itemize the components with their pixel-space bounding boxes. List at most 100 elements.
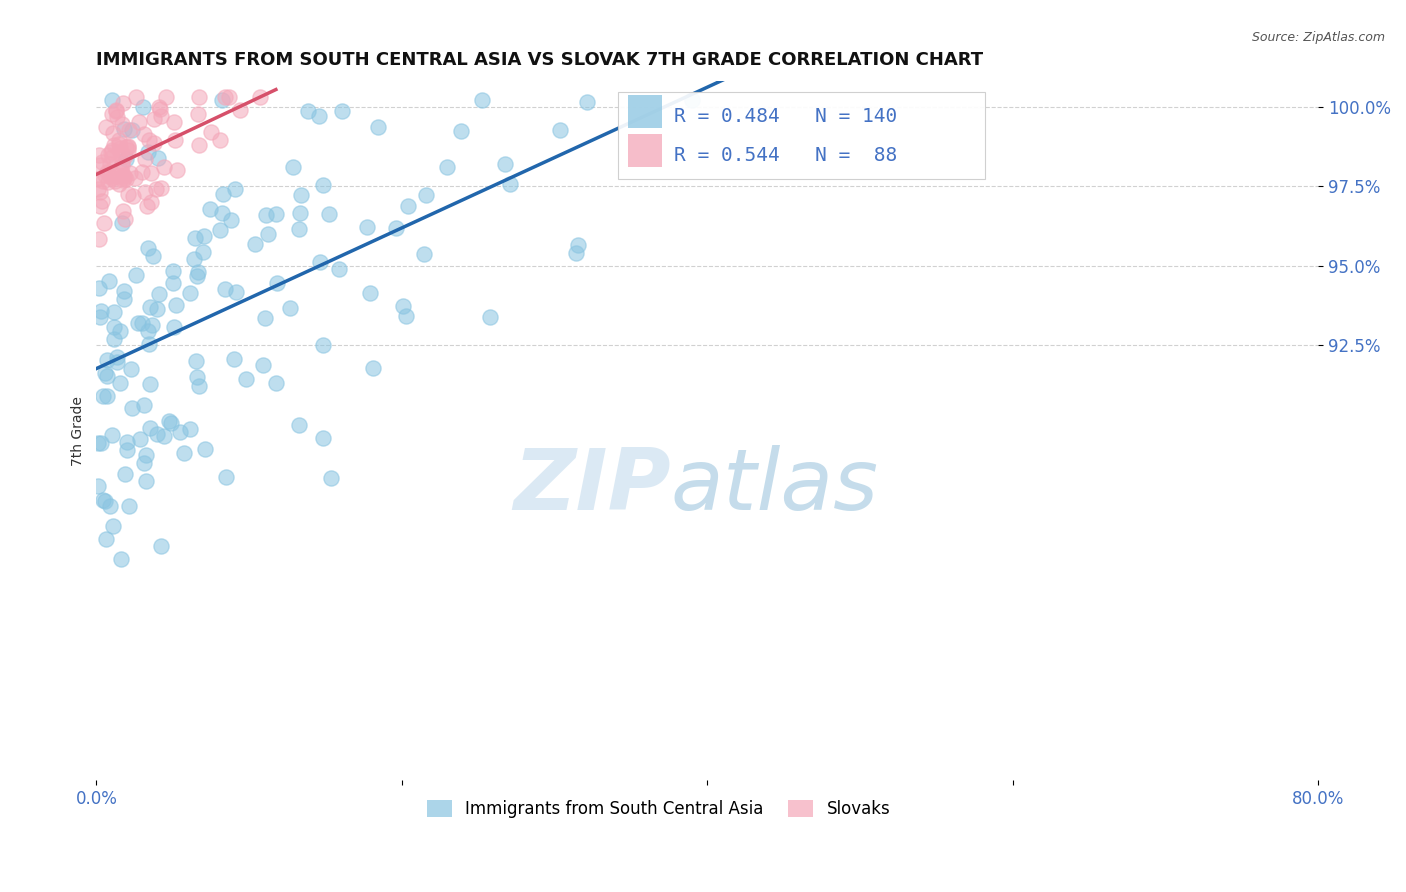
Point	[136, 324, 159, 338]
Point	[96, 175, 118, 189]
Point	[361, 361, 384, 376]
Point	[143, 136, 166, 151]
Point	[96, 120, 118, 134]
Point	[288, 417, 311, 432]
Point	[173, 446, 195, 460]
Point	[128, 432, 150, 446]
Point	[103, 138, 125, 153]
Text: ZIP: ZIP	[513, 445, 671, 528]
Point	[149, 539, 172, 553]
Point	[87, 435, 110, 450]
Point	[395, 309, 418, 323]
Point	[108, 145, 131, 160]
Point	[548, 123, 571, 137]
Point	[183, 230, 205, 244]
Point	[179, 422, 201, 436]
Point	[290, 187, 312, 202]
Point	[131, 316, 153, 330]
Point	[139, 166, 162, 180]
Point	[392, 299, 415, 313]
Point	[90, 436, 112, 450]
Point	[89, 158, 111, 172]
Point	[143, 112, 166, 126]
Point	[211, 94, 233, 108]
Point	[396, 198, 419, 212]
Point	[100, 500, 122, 514]
Point	[148, 287, 170, 301]
Point	[330, 103, 353, 118]
Point	[249, 90, 271, 104]
Point	[115, 152, 138, 166]
Point	[312, 431, 335, 445]
Point	[215, 469, 238, 483]
FancyBboxPatch shape	[619, 92, 984, 179]
Point	[134, 152, 156, 166]
Point	[356, 220, 378, 235]
Point	[187, 378, 209, 392]
Point	[108, 324, 131, 338]
Point	[139, 376, 162, 391]
Point	[359, 286, 381, 301]
Text: atlas: atlas	[671, 445, 879, 528]
Point	[228, 103, 250, 117]
Point	[110, 162, 132, 177]
Y-axis label: 7th Grade: 7th Grade	[72, 396, 86, 466]
Point	[211, 186, 233, 201]
Point	[91, 389, 114, 403]
Point	[91, 194, 114, 208]
Point	[138, 337, 160, 351]
Point	[145, 182, 167, 196]
Point	[163, 319, 186, 334]
Point	[155, 90, 177, 104]
Point	[101, 144, 124, 158]
Point	[114, 211, 136, 226]
Point	[105, 355, 128, 369]
Point	[110, 552, 132, 566]
Point	[153, 429, 176, 443]
Point	[89, 186, 111, 200]
Point	[162, 264, 184, 278]
Point	[165, 298, 187, 312]
Point	[94, 493, 117, 508]
Point	[108, 133, 131, 147]
Point	[567, 238, 589, 252]
Point	[111, 155, 134, 169]
Point	[105, 350, 128, 364]
Point	[328, 261, 350, 276]
Point	[89, 148, 111, 162]
Point	[139, 301, 162, 315]
Point	[93, 366, 115, 380]
Point	[111, 204, 134, 219]
Point	[112, 171, 135, 186]
Point	[135, 474, 157, 488]
Point	[193, 228, 215, 243]
Point	[111, 168, 134, 182]
Point	[103, 320, 125, 334]
Point	[98, 169, 121, 184]
Point	[142, 248, 165, 262]
Point	[108, 376, 131, 390]
Point	[87, 232, 110, 246]
Point	[91, 493, 114, 508]
Point	[101, 94, 124, 108]
Point	[254, 311, 277, 326]
Point	[243, 237, 266, 252]
FancyBboxPatch shape	[628, 134, 662, 168]
Point	[264, 376, 287, 390]
Point	[132, 457, 155, 471]
Point	[278, 301, 301, 316]
Point	[91, 155, 114, 169]
Point	[494, 156, 516, 170]
Point	[186, 369, 208, 384]
Point	[132, 128, 155, 142]
Point	[117, 143, 139, 157]
Point	[111, 158, 134, 172]
Point	[169, 425, 191, 439]
Point	[118, 123, 141, 137]
Point	[224, 181, 246, 195]
Point	[115, 140, 138, 154]
Point	[297, 104, 319, 119]
Point	[214, 90, 236, 104]
Point	[139, 421, 162, 435]
Text: R = 0.544   N =  88: R = 0.544 N = 88	[675, 146, 897, 165]
